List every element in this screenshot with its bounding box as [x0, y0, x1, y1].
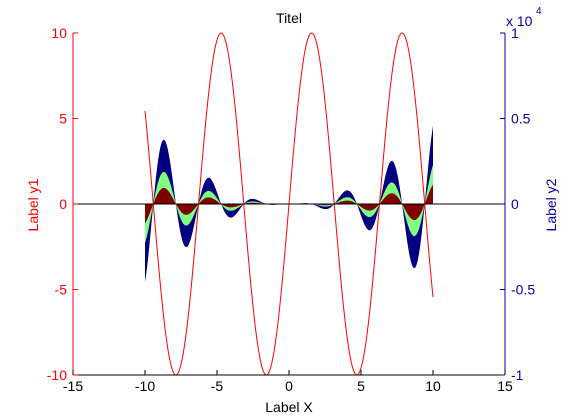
- y-tick-label-right: 1: [511, 25, 519, 41]
- y-tick-label-right: -1: [511, 367, 524, 383]
- x-tick-label: 0: [285, 378, 293, 394]
- y-tick-label-right: 0: [511, 196, 519, 212]
- y-tick-label-left: -5: [55, 282, 68, 298]
- x-tick-label: -15: [63, 378, 83, 394]
- y-tick-label-left: 10: [51, 25, 67, 41]
- y-tick-label-left: -10: [47, 367, 67, 383]
- chart-title: Titel: [276, 10, 302, 26]
- y-tick-label-right: -0.5: [511, 282, 535, 298]
- right-axis-exponent: x 10: [506, 13, 533, 29]
- y-axis-label-left: Label y1: [25, 178, 41, 231]
- x-tick-label: -10: [135, 378, 155, 394]
- x-tick-label: 15: [497, 378, 513, 394]
- y-tick-label-left: 0: [59, 196, 67, 212]
- plot-area: [73, 32, 505, 376]
- y-tick-label-left: 5: [59, 111, 67, 127]
- x-tick-label: 5: [357, 378, 365, 394]
- x-axis-label: Label X: [265, 399, 313, 415]
- y-axis-label-right: Label y2: [543, 178, 559, 231]
- right-axis-exponent-power: 4: [536, 6, 542, 17]
- x-tick-label: 10: [425, 378, 441, 394]
- y-tick-label-right: 0.5: [511, 111, 531, 127]
- x-tick-label: -5: [211, 378, 224, 394]
